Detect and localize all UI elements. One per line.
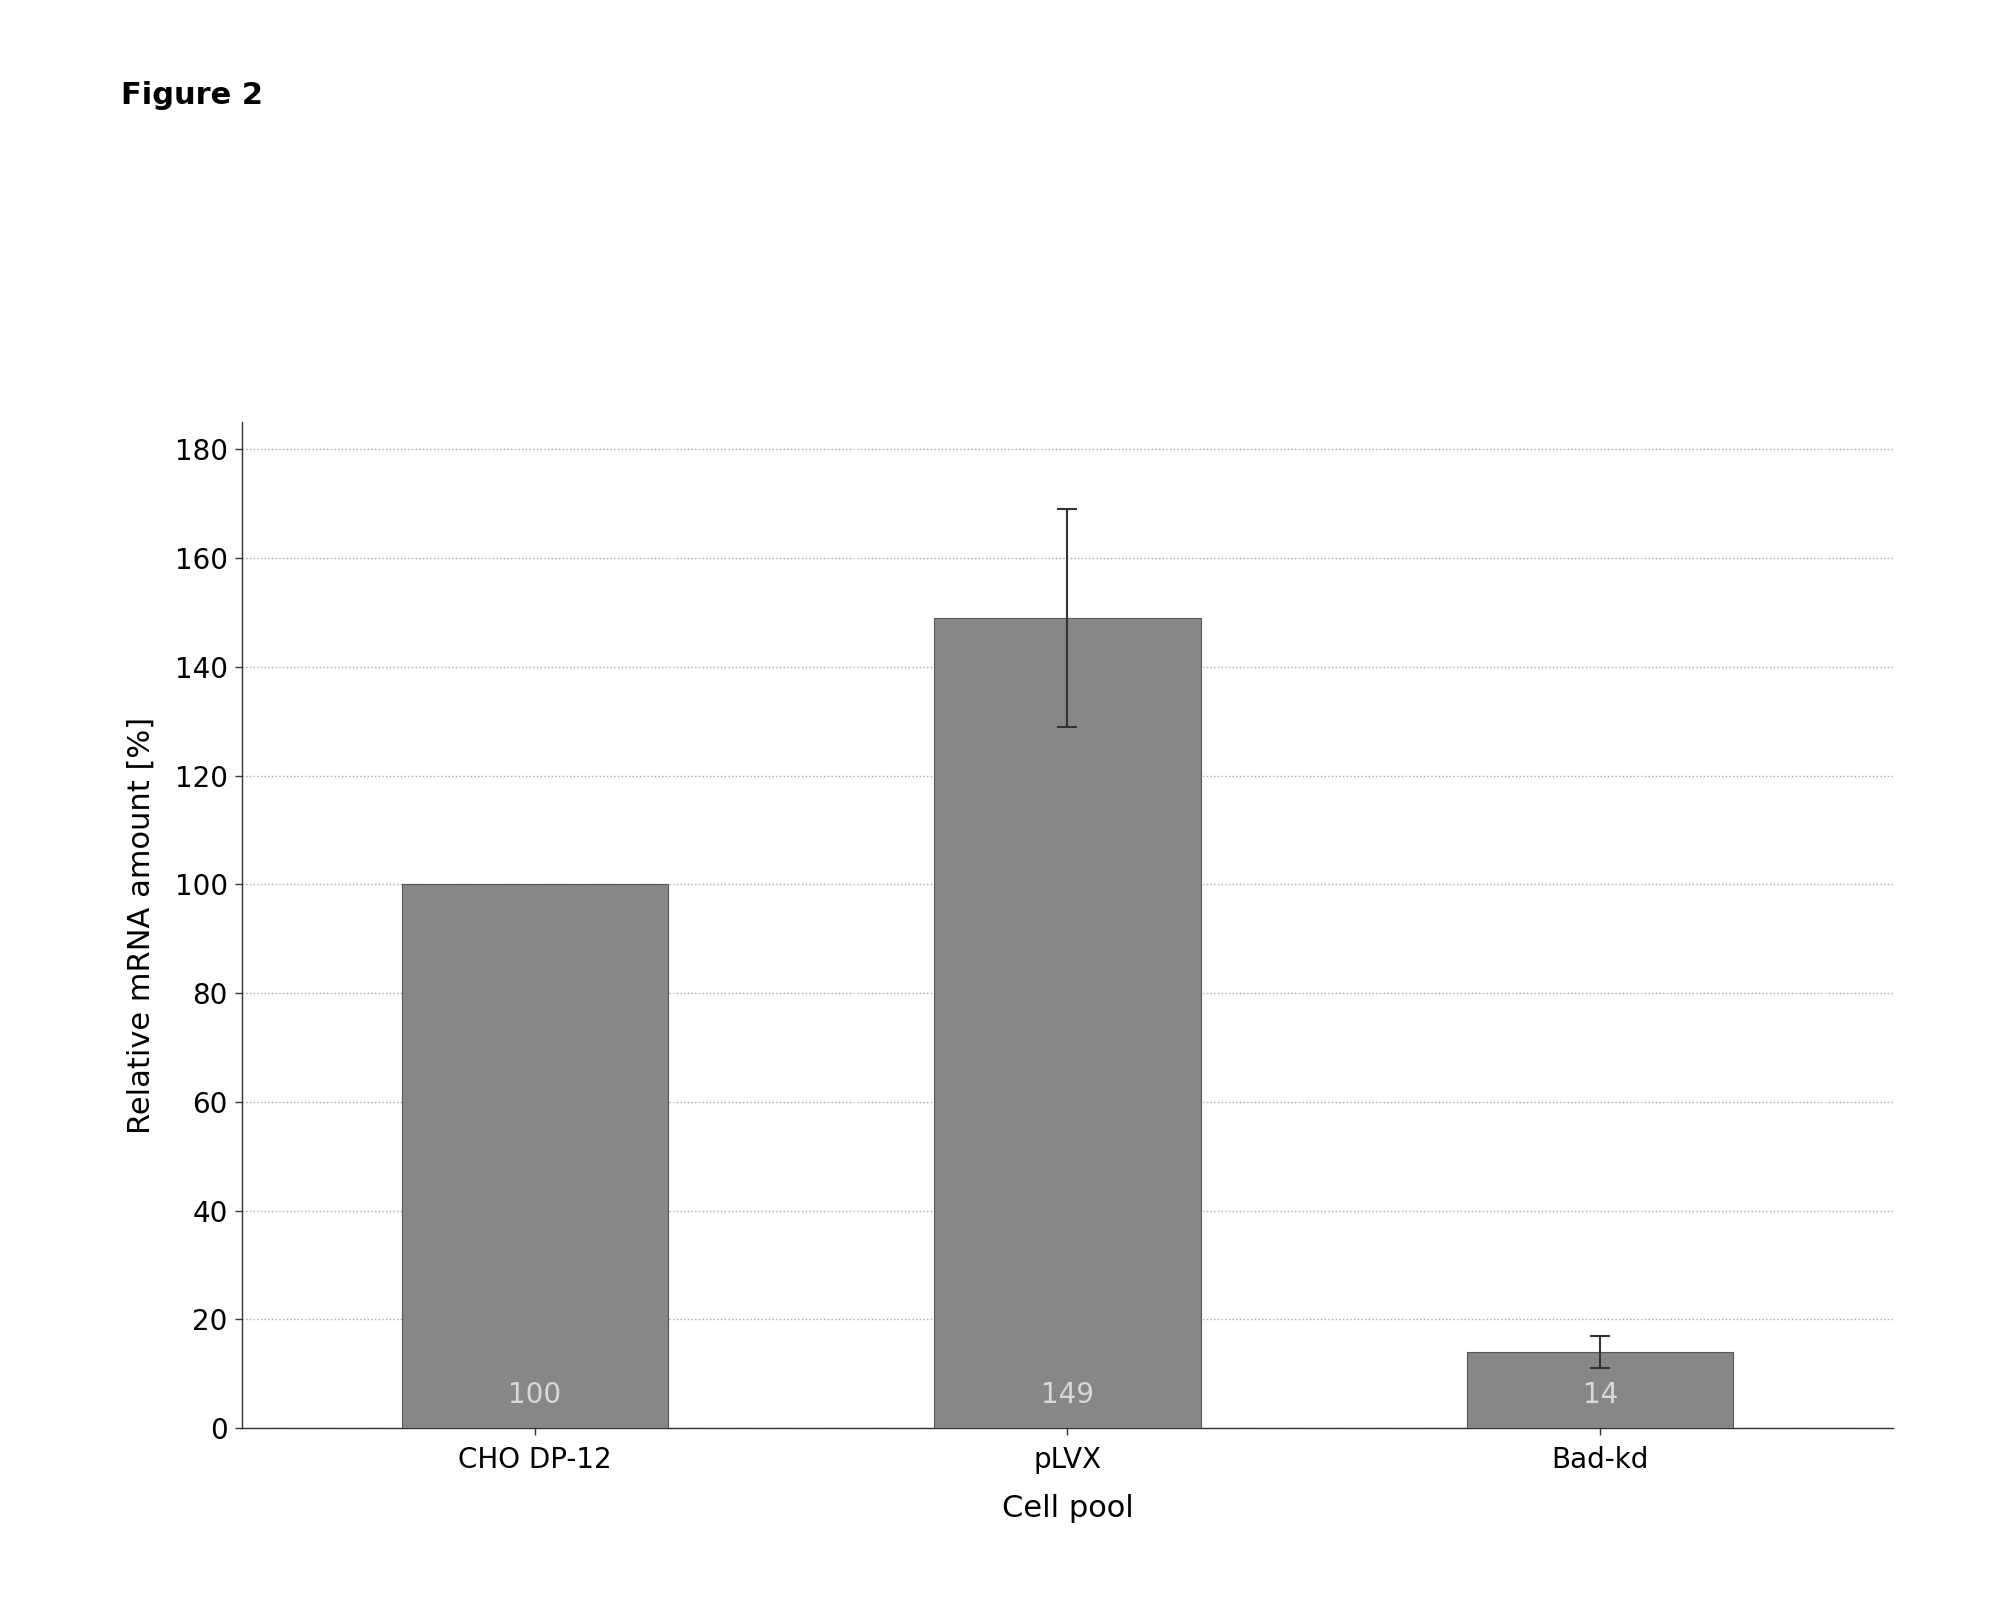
- Text: 14: 14: [1583, 1381, 1617, 1409]
- Y-axis label: Relative mRNA amount [%]: Relative mRNA amount [%]: [127, 716, 155, 1134]
- Bar: [401, 885, 669, 1428]
- Text: 100: 100: [508, 1381, 562, 1409]
- Text: 149: 149: [1041, 1381, 1094, 1409]
- Bar: [1466, 1352, 1734, 1428]
- Text: Figure 2: Figure 2: [121, 81, 264, 110]
- X-axis label: Cell pool: Cell pool: [1001, 1493, 1134, 1522]
- Bar: [934, 618, 1200, 1428]
